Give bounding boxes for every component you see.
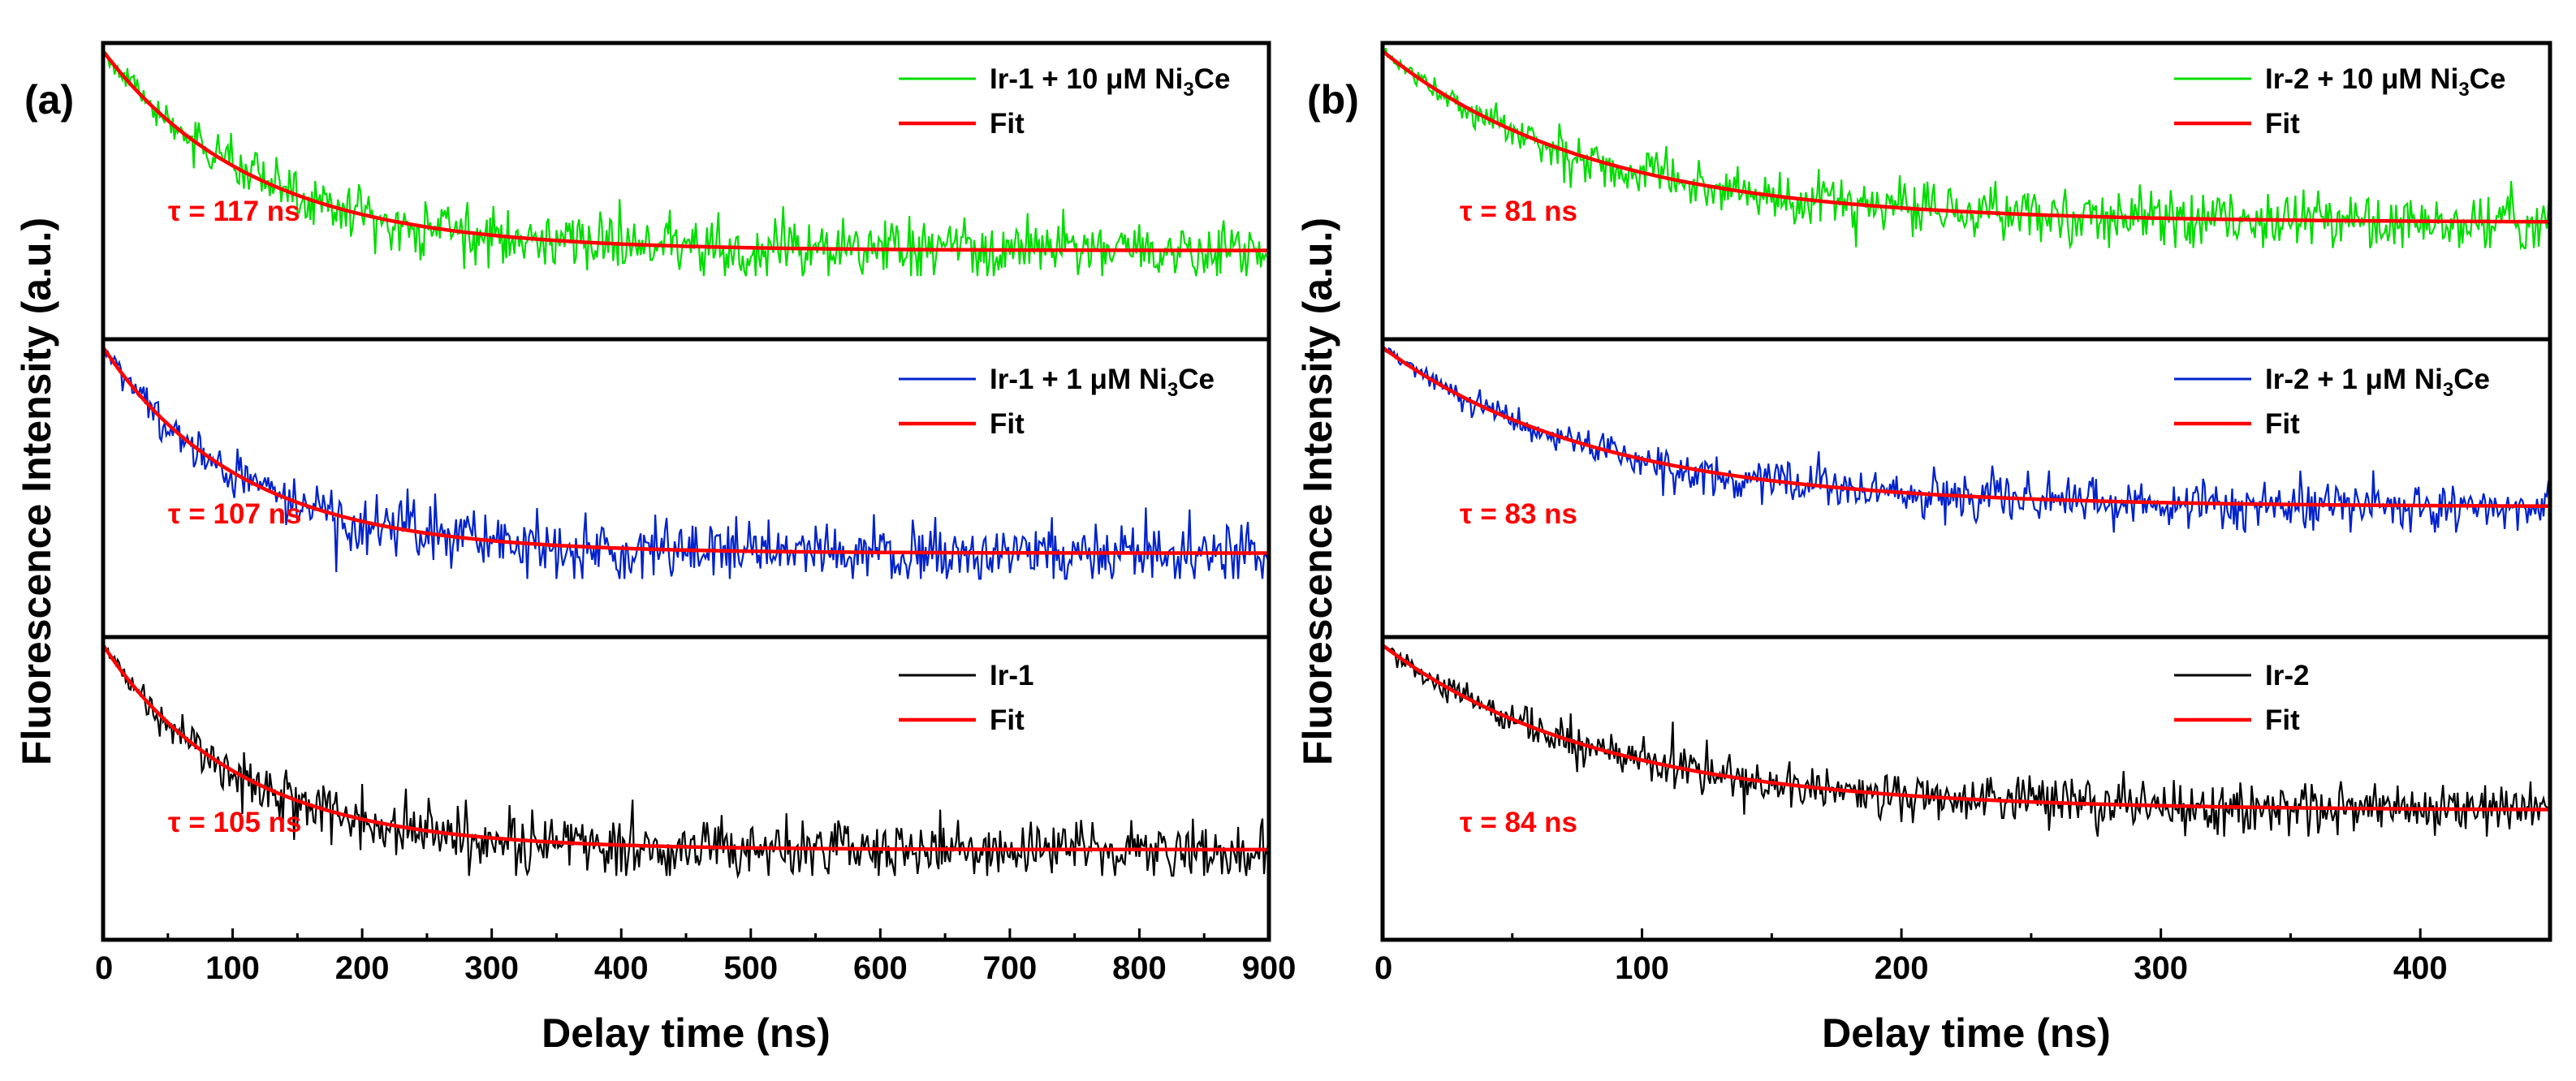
tau-annotation: τ = 117 ns [168,196,300,227]
x-tick-label: 300 [2134,950,2188,986]
legend-label-data: Ir-1 + 10 μM Ni3Ce [990,63,1230,101]
subplot-1: Ir-2 + 10 μM Ni3Ce Fit τ = 81 ns [1381,48,2552,251]
x-tick-label: 500 [723,950,778,986]
fit-curve [1381,346,2551,508]
tau-annotation: τ = 84 ns [1460,807,1577,838]
x-tick-label: 100 [205,950,260,986]
data-trace [1382,48,2552,251]
subplot-3: Ir-2 Fit τ = 84 ns [1381,644,2552,838]
legend-label-fit: Fit [990,704,1025,736]
subplot-3: Ir-1 Fit τ = 105 ns [101,644,1271,880]
y-axis-title: Fluorescence Intensity (a.u.) [14,217,59,765]
legend-label-fit: Fit [2265,408,2300,440]
data-trace [101,345,1271,580]
data-trace [1382,346,2552,533]
panel-letter: (a) [24,77,74,123]
tau-annotation: τ = 81 ns [1460,196,1577,227]
subplot-1: Ir-1 + 10 μM Ni3Ce Fit τ = 117 ns [101,50,1270,277]
x-tick-label: 900 [1242,950,1297,986]
tau-annotation: τ = 105 ns [168,807,301,838]
panel-a: Ir-1 + 10 μM Ni3Ce Fit τ = 117 ns Ir-1 + 1 … [14,41,1297,1056]
legend-label-fit: Fit [990,108,1025,140]
x-axis-title: Delay time (ns) [1822,1010,2111,1056]
subplot-2: Ir-2 + 1 μM Ni3Ce Fit τ = 83 ns [1381,346,2552,533]
legend-label-fit: Fit [990,408,1025,440]
legend-label-fit: Fit [2265,108,2300,140]
plot-frame [1380,41,2552,942]
legend-label-data: Ir-2 + 10 μM Ni3Ce [2265,63,2505,101]
x-tick-label: 600 [853,950,908,986]
panel-b: Ir-2 + 10 μM Ni3Ce Fit τ = 81 ns Ir-2 + 1 μ… [1295,41,2552,1056]
fit-curve [1381,50,2550,224]
tau-annotation: τ = 83 ns [1460,498,1577,530]
legend-label-fit: Fit [2265,704,2300,736]
fit-curve [101,644,1269,852]
panel-letter: (b) [1307,77,1359,123]
legend-label-data: Ir-1 [990,660,1033,691]
legend-label-data: Ir-1 + 1 μM Ni3Ce [990,364,1215,401]
x-tick-label: 200 [1875,950,1929,986]
fit-curve [101,346,1269,555]
data-trace [1383,644,2552,837]
x-tick-label: 800 [1112,950,1167,986]
data-trace [102,50,1270,277]
x-tick-label: 400 [594,950,649,986]
x-tick-label: 700 [983,950,1038,986]
fit-curve [101,50,1269,252]
legend-label-data: Ir-2 [2265,660,2309,691]
y-axis-title: Fluorescence Intensity (a.u.) [1295,217,1340,765]
x-tick-label: 200 [335,950,390,986]
legend-label-data: Ir-2 + 1 μM Ni3Ce [2265,364,2490,401]
x-tick-label: 300 [464,950,519,986]
x-axis-title: Delay time (ns) [542,1010,831,1056]
x-tick-label: 0 [95,950,113,986]
x-tick-label: 100 [1615,950,1669,986]
x-tick-label: 400 [2393,950,2448,986]
tau-annotation: τ = 107 ns [168,498,301,530]
data-trace [102,644,1271,880]
fit-curve [1381,644,2550,812]
subplot-2: Ir-1 + 1 μM Ni3Ce Fit τ = 107 ns [101,345,1271,580]
x-tick-label: 0 [1374,950,1392,986]
